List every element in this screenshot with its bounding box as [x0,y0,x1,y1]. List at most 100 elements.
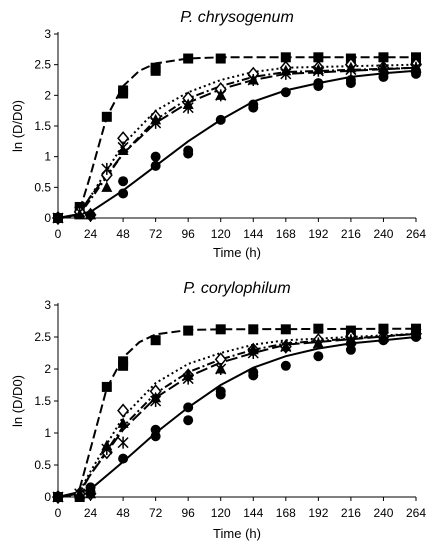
x-axis-label: Time (h) [213,526,261,541]
x-tick-label: 96 [182,506,196,520]
x-tick-label: 192 [308,506,328,520]
data-point-circle [118,188,129,199]
x-tick-label: 48 [116,506,130,520]
data-point-circle [118,453,129,464]
chart-title: P. corylophilum [183,280,290,297]
data-point-circle [313,78,324,89]
series-fit-line-asterisk [57,66,417,219]
x-tick-label: 240 [373,227,393,241]
y-tick-label: 0 [44,490,51,504]
y-tick-label: 1 [44,150,51,164]
data-point-square [378,323,389,334]
data-point-circle [183,402,194,413]
data-point-circle [150,424,161,435]
data-point-square [101,111,112,122]
x-tick-label: 72 [149,506,163,520]
data-point-asterisk [150,395,162,407]
x-tick-label: 240 [373,506,393,520]
data-point-asterisk [280,67,292,80]
data-point-square [215,53,226,64]
data-point-asterisk [101,443,113,455]
x-tick-label: 0 [55,227,62,241]
x-tick-label: 264 [406,506,426,520]
data-point-circle [150,160,161,171]
data-point-asterisk [345,63,357,76]
data-point-circle [183,145,194,156]
data-point-asterisk [74,487,86,500]
data-point-asterisk [312,64,324,77]
data-point-triangle [117,417,129,428]
y-tick-label: 1 [44,426,51,440]
x-tick-label: 216 [341,506,361,520]
data-point-asterisk [101,162,113,175]
data-point-asterisk [182,101,194,114]
y-tick-label: 1.5 [34,394,51,408]
series-circle [53,65,421,223]
x-tick-label: 168 [276,227,296,241]
y-axis-label: ln (D/D0) [10,100,25,152]
data-point-asterisk [150,116,162,129]
series-fit-line-circle [57,69,417,219]
data-point-square [280,324,291,335]
x-tick-label: 216 [341,227,361,241]
data-point-circle [53,492,63,502]
data-point-circle [248,367,259,378]
x-tick-label: 48 [116,227,130,241]
chart-panel-2: P. corylophilum 0 0.5 1 1.5 2 2.5 3 0 24 48 72 96 120… [10,280,426,541]
data-point-circle [248,99,259,110]
data-point-circle [411,328,421,339]
data-point-circle [313,351,324,362]
data-point-asterisk [280,340,292,353]
data-point-square [101,381,112,392]
data-point-square [215,324,226,335]
x-tick-label: 144 [243,227,263,241]
series-fit-line-square [57,56,416,219]
data-point-circle [215,386,226,397]
x-tick-label: 144 [243,506,263,520]
y-tick-label: 3 [44,298,51,312]
x-tick-label: 24 [84,227,98,241]
data-point-circle [183,415,194,426]
data-point-square [280,52,291,63]
x-tick-label: 0 [55,506,62,520]
data-point-asterisk [215,89,227,102]
data-point-square [118,356,129,367]
y-tick-label: 2 [44,362,51,376]
y-tick-label: 0.5 [34,180,51,194]
data-point-circle [85,209,96,220]
y-tick-label: 3 [44,27,51,41]
series-square [53,52,421,223]
series-fit-line-asterisk [57,332,417,498]
data-point-circle [280,87,291,98]
data-point-circle [378,71,389,82]
data-point-diamond [117,403,130,418]
y-tick-label: 2.5 [34,330,51,344]
data-point-circle [118,176,129,187]
series-asterisk [52,327,422,503]
data-point-asterisk [74,205,86,218]
series-fit-line-diamond [57,332,417,498]
data-point-square [248,324,259,335]
y-tick-label: 0.5 [34,458,51,472]
data-point-square [183,53,194,64]
data-point-circle [411,65,421,76]
x-tick-label: 120 [211,227,231,241]
series-fit-line-circle [57,336,417,498]
series-triangle [52,61,422,223]
data-point-circle [345,75,356,85]
data-point-circle [85,482,96,493]
x-tick-label: 96 [182,227,196,241]
chart-title: P. chrysogenum [180,9,294,26]
y-tick-label: 0 [44,211,51,225]
data-point-circle [345,338,356,349]
series-fit-line-triangle [57,66,417,219]
data-point-square [183,325,194,336]
series-fit-line-diamond [57,63,417,219]
data-point-circle [53,213,63,223]
y-tick-label: 2.5 [34,58,51,72]
data-point-circle [280,360,291,371]
data-point-square [150,335,161,346]
data-point-square [313,323,324,334]
data-point-square [378,52,389,63]
data-point-asterisk [117,141,129,154]
